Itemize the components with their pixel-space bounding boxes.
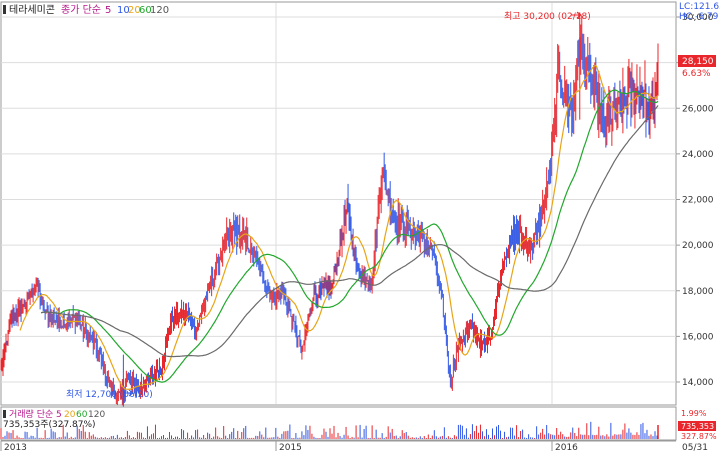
volume-ma-5: 5	[56, 410, 62, 420]
current-price-box	[678, 55, 716, 67]
y-tick-label: 26,000	[682, 104, 714, 114]
volume-legend-marker	[3, 410, 6, 418]
current-price-label: 28,150	[682, 57, 714, 67]
x-label-end: 05/31	[682, 443, 708, 452]
volume-ma-120: 120	[88, 410, 105, 420]
volume-right-value: 735,353	[681, 422, 714, 431]
legend-marker	[3, 5, 6, 14]
ma-legend-120: 120	[150, 5, 169, 16]
x-label-2015: 2015	[279, 443, 302, 452]
current-change-label: 6.63%	[682, 69, 711, 79]
volume-legend-prefix: 거래량 단순	[9, 408, 53, 420]
ma-legend-60: 60	[139, 5, 152, 16]
volume-current-text: 735,353주(327.87%)	[3, 419, 96, 430]
candle-bars	[0, 12, 659, 412]
y-tick-label: 20,000	[682, 241, 714, 251]
price-panel-frame	[0, 1, 677, 406]
y-tick-label: 16,000	[682, 332, 714, 342]
volume-right-pct: 327.87%	[681, 432, 717, 441]
y-tick-label: 14,000	[682, 378, 714, 388]
volume-bars	[0, 421, 659, 439]
stock-name-label: 테라세미콘	[9, 4, 55, 16]
low-annotation: 최저 12,700 (06/20)	[66, 389, 153, 400]
y-tick-label: 18,000	[682, 287, 714, 297]
volume-value-box	[678, 421, 716, 431]
volume-right-top: 1.99%	[681, 409, 707, 418]
moving-average-lines	[19, 64, 659, 391]
hc-label: HC:-6.79	[679, 12, 719, 22]
low-arrow	[123, 389, 134, 397]
x-label-2013: 2013	[4, 443, 27, 452]
y-tick-label: 24,000	[682, 150, 714, 160]
y-tick-label: 22,000	[682, 196, 714, 206]
ma-line-60	[40, 89, 659, 383]
ma-line-120	[40, 105, 659, 358]
volume-ma-60: 60	[76, 410, 88, 420]
volume-ma-20: 20	[64, 410, 76, 420]
ma-legend-20: 20	[128, 5, 141, 16]
ma-legend-10: 10	[117, 5, 130, 16]
high-arrow	[571, 11, 582, 19]
ma-legend-5: 5	[105, 5, 111, 16]
ma-line-20	[19, 64, 659, 391]
price-ma-prefix: 종가 단순	[61, 4, 101, 16]
lc-label: LC:121.65	[679, 2, 720, 12]
legend-box	[2, 3, 152, 16]
y-tick-label: 30,000	[682, 13, 714, 23]
high-annotation: 최고 30,200 (02/18)	[504, 11, 591, 22]
x-label-2016: 2016	[555, 443, 578, 452]
